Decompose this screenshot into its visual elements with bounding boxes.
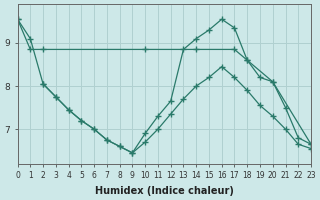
X-axis label: Humidex (Indice chaleur): Humidex (Indice chaleur) [95, 186, 234, 196]
